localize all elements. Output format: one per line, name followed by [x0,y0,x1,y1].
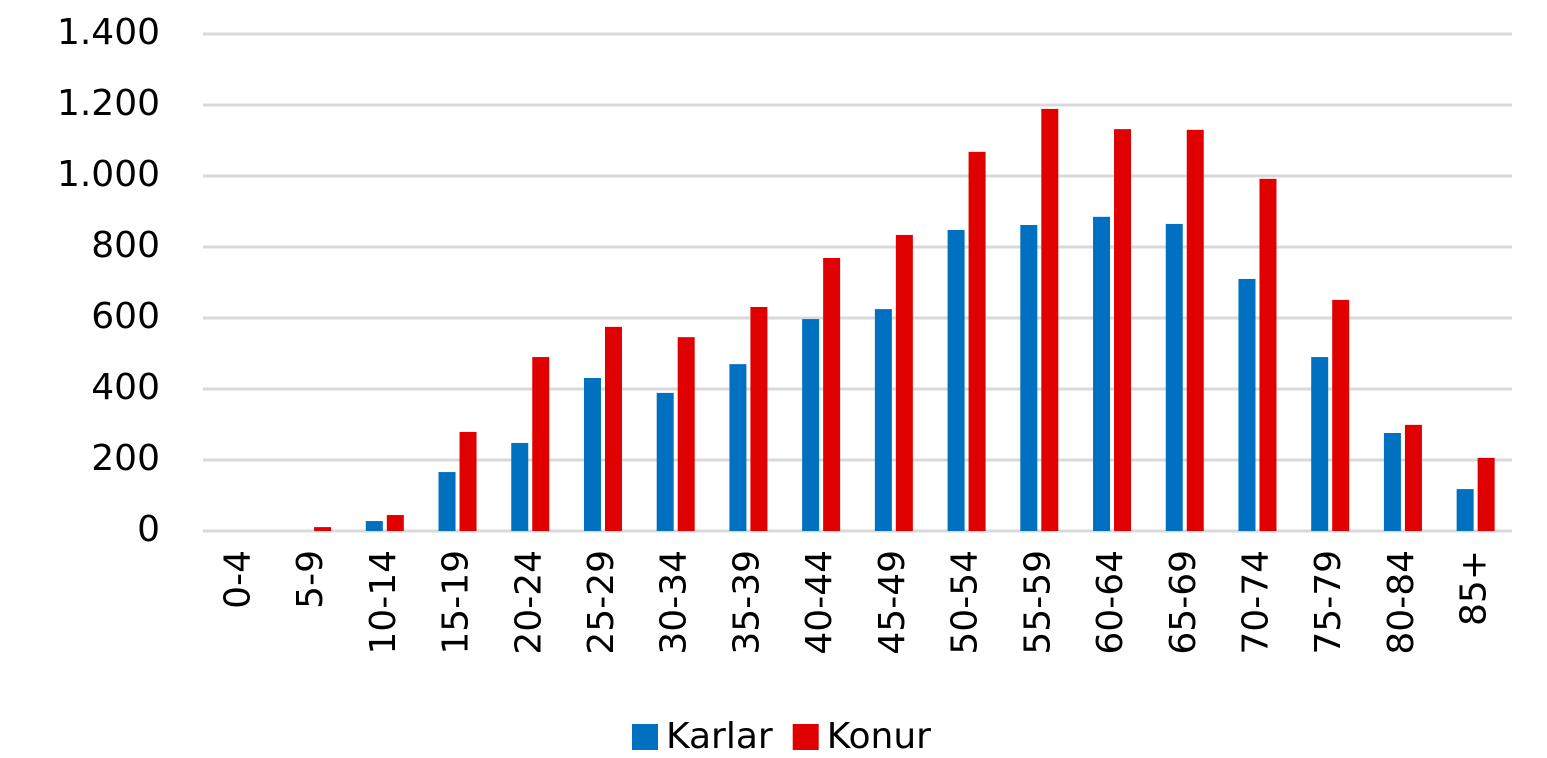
y-tick-label: 1.400 [57,12,160,53]
x-tick-label: 70-74 [1235,550,1276,655]
y-tick-label: 1.200 [57,83,160,124]
bar [750,306,768,531]
bar [1093,216,1111,531]
y-tick-label: 1.000 [57,154,160,195]
x-tick-label: 25-29 [581,550,622,655]
bar [438,472,456,531]
x-tick-label: 45-49 [872,550,913,655]
bar [1311,357,1329,531]
bar [1041,108,1059,531]
legend-swatch [632,724,658,750]
x-tick-label: 80-84 [1381,550,1422,655]
bar [1456,489,1474,531]
x-tick-label: 50-54 [945,550,986,655]
y-tick-label: 800 [91,225,160,266]
x-tick-label: 30-34 [654,550,695,655]
bar [1332,299,1350,531]
x-tick-label: 75-79 [1308,550,1349,655]
bar [802,319,820,531]
x-tick-label: 40-44 [799,550,840,655]
bar [1259,178,1277,531]
bar [511,442,529,531]
bar [532,357,550,531]
bar [968,151,986,532]
bar [677,337,695,531]
x-tick-label: 55-59 [1017,550,1058,655]
y-tick-label: 600 [91,296,160,337]
x-tick-label: 0-4 [217,550,258,609]
x-tick-label: 15-19 [436,550,477,655]
x-tick-label: 35-39 [726,550,767,655]
bar [947,229,965,531]
bar [1114,129,1132,531]
bar [656,392,674,531]
bar [1186,129,1204,531]
x-tick-label: 5-9 [290,550,331,609]
x-tick-label: 10-14 [363,550,404,655]
bar [386,515,404,531]
x-tick-label: 20-24 [508,550,549,655]
bar [1020,224,1038,532]
bar [459,431,477,531]
x-tick-label: 85+ [1454,550,1495,626]
bar [1404,424,1422,531]
bar [895,234,913,531]
y-tick-label: 400 [91,367,160,408]
legend-label: Karlar [666,716,773,757]
bar [583,377,601,531]
bar [1477,457,1495,531]
legend-label: Konur [827,716,931,757]
x-tick-label: 65-69 [1163,550,1204,655]
legend-swatch [792,724,819,750]
y-tick-label: 0 [137,509,160,550]
bar [823,258,841,531]
bar [729,364,747,531]
bar [314,527,332,531]
bar [874,309,892,531]
bar [1165,223,1183,532]
bar [604,326,622,531]
x-tick-label: 60-64 [1090,550,1131,655]
bar [365,521,383,531]
y-tick-label: 200 [91,438,160,479]
bar [1238,278,1256,531]
bar [1383,433,1401,531]
